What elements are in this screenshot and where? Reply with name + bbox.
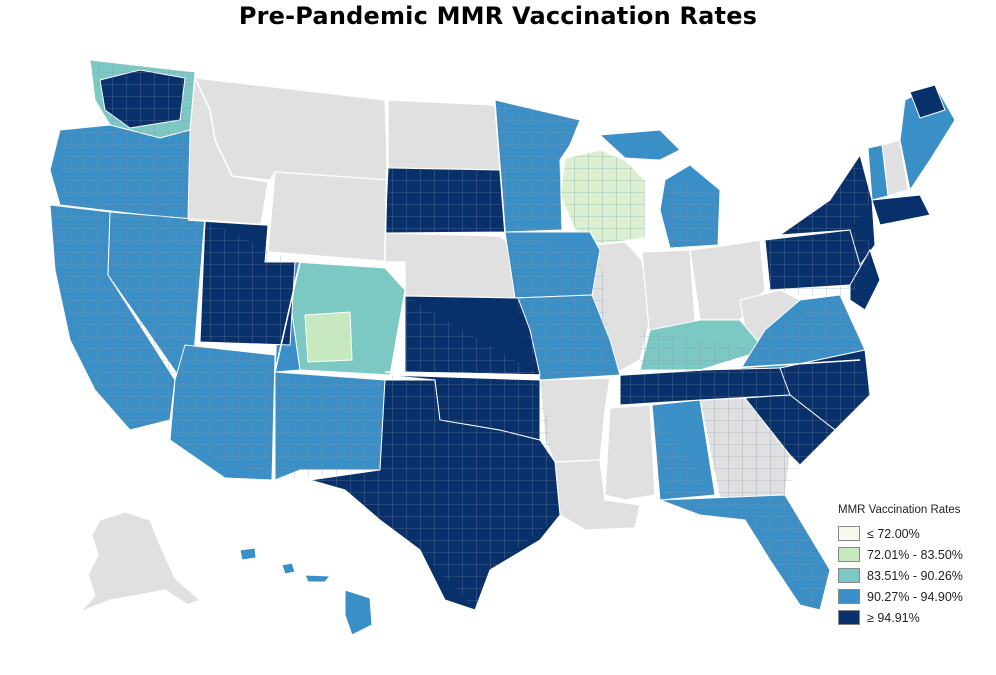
state-borders [187, 77, 861, 376]
state-alaska [79, 511, 202, 613]
map-title: Pre-Pandemic MMR Vaccination Rates [238, 2, 758, 30]
state-hawaii [239, 547, 373, 636]
legend-item: ≥ 94.91% [838, 607, 988, 628]
legend-label: 72.01% - 83.50% [867, 547, 963, 562]
legend-swatch [838, 568, 860, 583]
legend-item: 90.27% - 94.90% [838, 586, 988, 607]
legend-swatch [838, 526, 860, 541]
legend-label: ≤ 72.00% [867, 526, 920, 541]
state-massachusetts [871, 194, 931, 226]
legend-title: MMR Vaccination Rates [838, 504, 961, 516]
state-mississippi [604, 404, 656, 501]
county-lines [50, 60, 875, 610]
state-wyoming [267, 171, 391, 263]
legend-swatch [838, 610, 860, 625]
legend-item: 72.01% - 83.50% [838, 544, 988, 565]
state-louisiana [554, 459, 641, 531]
state-north-dakota [387, 99, 501, 171]
state-vermont [867, 144, 889, 201]
legend-swatch [838, 547, 860, 562]
legend-label: 90.27% - 94.90% [867, 589, 963, 604]
legend-item: 83.51% - 90.26% [838, 565, 988, 586]
state-maine-north [909, 84, 946, 119]
state-utah-center [304, 311, 353, 363]
legend-swatch [838, 589, 860, 604]
legend-label: 83.51% - 90.26% [867, 568, 963, 583]
legend-item: ≤ 72.00% [838, 523, 988, 544]
legend: MMR Vaccination Rates ≤ 72.00% 72.01% - 8… [838, 504, 988, 628]
legend-label: ≥ 94.91% [867, 610, 920, 625]
state-nebraska [384, 232, 519, 299]
